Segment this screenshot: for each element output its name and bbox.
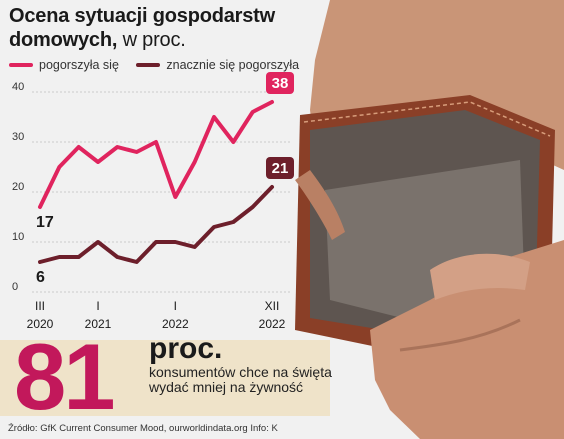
title-unit: w proc. [117,29,186,51]
line-chart: 0 10 20 30 40 III 2020 I 2021 I 2022 XII 2022 17 38 6… [12,72,294,331]
x-tick-label-1: I [96,299,99,313]
legend-item-much-worse: znacznie się pogorszyła [136,58,299,72]
highlight-unit: proc. [149,332,223,365]
series-line-0 [38,100,274,209]
y-tick-label-20: 20 [12,181,24,193]
highlight-text: konsumentów chce na święta wydać mniej n… [149,364,332,395]
legend: pogorszyła się znacznie się pogorszyła [9,56,313,72]
x-tick-year-1: 2021 [85,317,112,331]
y-tick-label-0: 0 [12,281,18,293]
highlight-band [0,340,330,416]
series-end-label-1: 21 [272,160,289,177]
series-end-badge-1 [266,157,294,179]
x-tick-year-0: 2020 [27,317,54,331]
x-tick-year-2: 2022 [162,317,189,331]
series-end-badge-0 [266,72,294,94]
source-note: Źródło: GfK Current Consumer Mood, ourwo… [8,423,278,434]
legend-swatch-worse [9,63,33,67]
series-line-1 [38,185,274,264]
series-start-label-0: 17 [36,214,54,231]
legend-label-worse: pogorszyła się [39,58,119,72]
title-main: Ocena sytuacji gospodarstw domowych, [9,5,275,51]
highlight-number: 81 [14,324,116,429]
series-end-label-0: 38 [272,75,289,92]
chart-title: Ocena sytuacji gospodarstw domowych, w p… [9,4,299,52]
wallet-photo [270,0,564,439]
y-tick-label-30: 30 [12,131,24,143]
x-tick-year-3: 2022 [259,317,286,331]
x-tick-label-3: XII [265,299,280,313]
y-tick-label-10: 10 [12,231,24,243]
legend-swatch-much-worse [136,63,161,67]
y-tick-label-40: 40 [12,81,24,93]
legend-label-much-worse: znacznie się pogorszyła [166,58,300,72]
series-start-label-1: 6 [36,269,45,286]
x-tick-label-2: I [174,299,177,313]
legend-item-worse: pogorszyła się [9,58,119,72]
x-tick-label-0: III [35,299,45,313]
